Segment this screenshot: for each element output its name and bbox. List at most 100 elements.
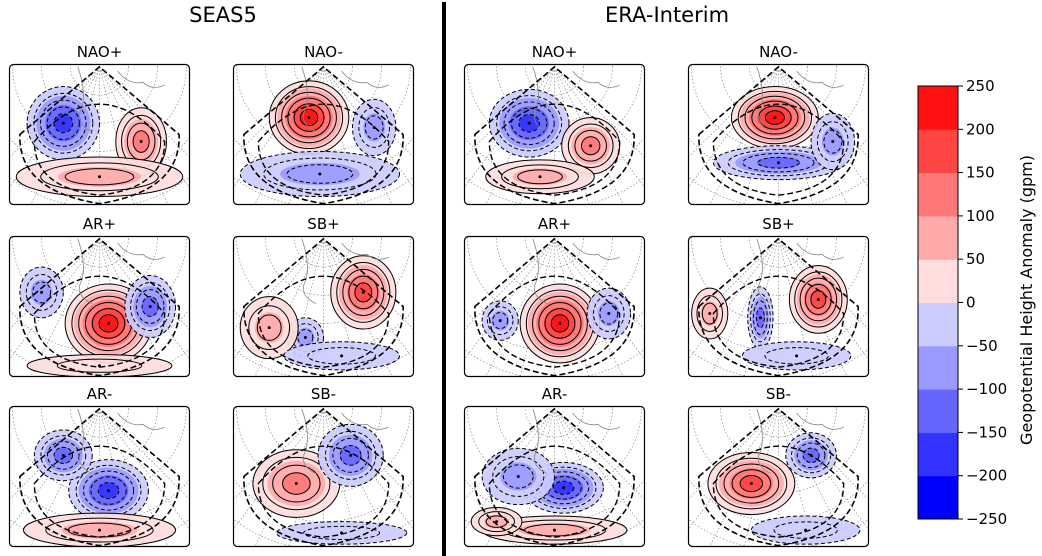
anomaly-contour: [502, 464, 534, 489]
colorbar-tick-label: 100: [966, 207, 995, 225]
anomaly-center: [307, 116, 311, 120]
colorbar: 250 200 150 100 50 0 −50 −100 −150 −200 −250: [917, 77, 1007, 528]
colorbar-tick-label: −200: [966, 467, 1007, 485]
anomaly-contour: [532, 295, 588, 352]
colorbar-segment: [918, 475, 958, 520]
title-era-interim: ERA-Interim: [605, 3, 729, 27]
anomaly-center: [61, 453, 65, 457]
anomaly-contour: [256, 314, 282, 341]
latitude-gridline: [496, 236, 613, 296]
anomaly-contour: [523, 461, 604, 514]
anomaly-contour: [785, 432, 837, 479]
anomaly-center: [498, 319, 502, 323]
anomaly-contour: [764, 110, 785, 125]
anomaly-contour: [751, 100, 799, 135]
anomaly-contour: [796, 442, 826, 469]
map-panel: AR-: [8, 385, 191, 548]
anomaly-contour: [339, 444, 362, 466]
anomaly-contour: [586, 287, 632, 340]
meridian-gridline: [464, 238, 555, 377]
anomaly-contour: [82, 470, 135, 511]
anomaly-contour: [481, 447, 555, 506]
colorbar-tick-label: −50: [966, 337, 998, 355]
anomaly-contour: [97, 482, 120, 500]
latitude-gridline: [525, 64, 584, 96]
anomaly-center: [773, 116, 777, 120]
meridian-gridline: [233, 66, 324, 205]
anomaly-contour: [45, 517, 154, 543]
anomaly-contour: [492, 311, 509, 330]
meridian-gridline: [554, 66, 645, 205]
coastline: [117, 70, 165, 88]
panel-title: NAO+: [532, 43, 578, 61]
anomaly-contour: [574, 129, 607, 162]
anomaly-contour: [297, 328, 314, 347]
anomaly-contour: [737, 90, 813, 145]
panel-title: AR-: [87, 385, 113, 403]
anomaly-contour: [501, 164, 579, 190]
anomaly-contour: [130, 282, 171, 331]
meridian-gridline: [554, 408, 645, 547]
domain-boundary-inner: [257, 275, 390, 368]
anomaly-center: [40, 290, 44, 294]
colorbar-tick-label: −250: [966, 510, 1007, 528]
anomaly-center: [340, 354, 344, 358]
anomaly-contour: [788, 265, 848, 334]
anomaly-contour: [537, 471, 590, 505]
anomaly-center: [589, 144, 593, 148]
anomaly-contour: [303, 525, 381, 540]
domain-boundary: [19, 237, 180, 377]
panels: NAO+ NAO- AR+ SB+ AR- SB- NAO+ NAO- AR+ SB+ AR- SB-: [8, 43, 870, 548]
anomaly-center: [553, 528, 556, 532]
anomaly-contour: [47, 441, 80, 470]
anomaly-contour: [750, 293, 771, 343]
meridian-gridline: [99, 66, 190, 205]
anomaly-contour: [752, 300, 768, 336]
panel-title: AR-: [542, 385, 568, 403]
map-panel: SB-: [232, 385, 415, 548]
latitude-gridline: [70, 406, 129, 438]
map-panel: AR+: [463, 215, 646, 378]
anomaly-contour: [330, 255, 397, 330]
anomaly-contour: [486, 306, 514, 336]
anomaly-contour: [358, 107, 391, 148]
anomaly-center: [148, 305, 152, 308]
domain-boundary: [474, 407, 635, 547]
anomaly-contour: [75, 464, 142, 517]
anomaly-contour: [348, 275, 379, 310]
domain-boundary-inner: [488, 445, 621, 538]
anomaly-contour: [262, 456, 331, 511]
domain-boundary: [243, 65, 404, 205]
anomaly-center: [831, 140, 835, 144]
anomaly-contour: [354, 282, 373, 303]
anomaly-contour: [731, 469, 772, 498]
panel-title: SB-: [311, 385, 336, 403]
meridian-gridline: [323, 66, 414, 205]
anomaly-contour: [550, 314, 570, 333]
anomaly-contour: [715, 457, 788, 510]
map-panel: AR-: [463, 385, 646, 548]
anomaly-contour: [282, 472, 311, 495]
anomaly-contour: [15, 156, 184, 198]
panel-frame: [232, 63, 415, 206]
panel-title: AR+: [83, 215, 116, 233]
latitude-gridline: [749, 406, 808, 438]
anomaly-contour: [293, 103, 325, 132]
domain-boundary-inner: [257, 445, 390, 538]
anomaly-contour: [696, 295, 723, 332]
anomaly-contour: [91, 308, 126, 339]
map-panel: SB-: [687, 385, 870, 548]
anomaly-contour: [46, 106, 80, 141]
latitude-gridline: [720, 236, 837, 296]
coastline: [796, 70, 844, 88]
latitude-gridline: [41, 236, 158, 296]
coastline: [341, 412, 389, 430]
colorbar-segment: [918, 432, 958, 477]
panel-frame: [8, 63, 191, 206]
anomaly-center: [294, 482, 298, 486]
latitude-gridline: [41, 64, 158, 124]
anomaly-center: [361, 290, 365, 294]
panel-frame: [463, 235, 646, 378]
anomaly-contour: [22, 512, 177, 547]
